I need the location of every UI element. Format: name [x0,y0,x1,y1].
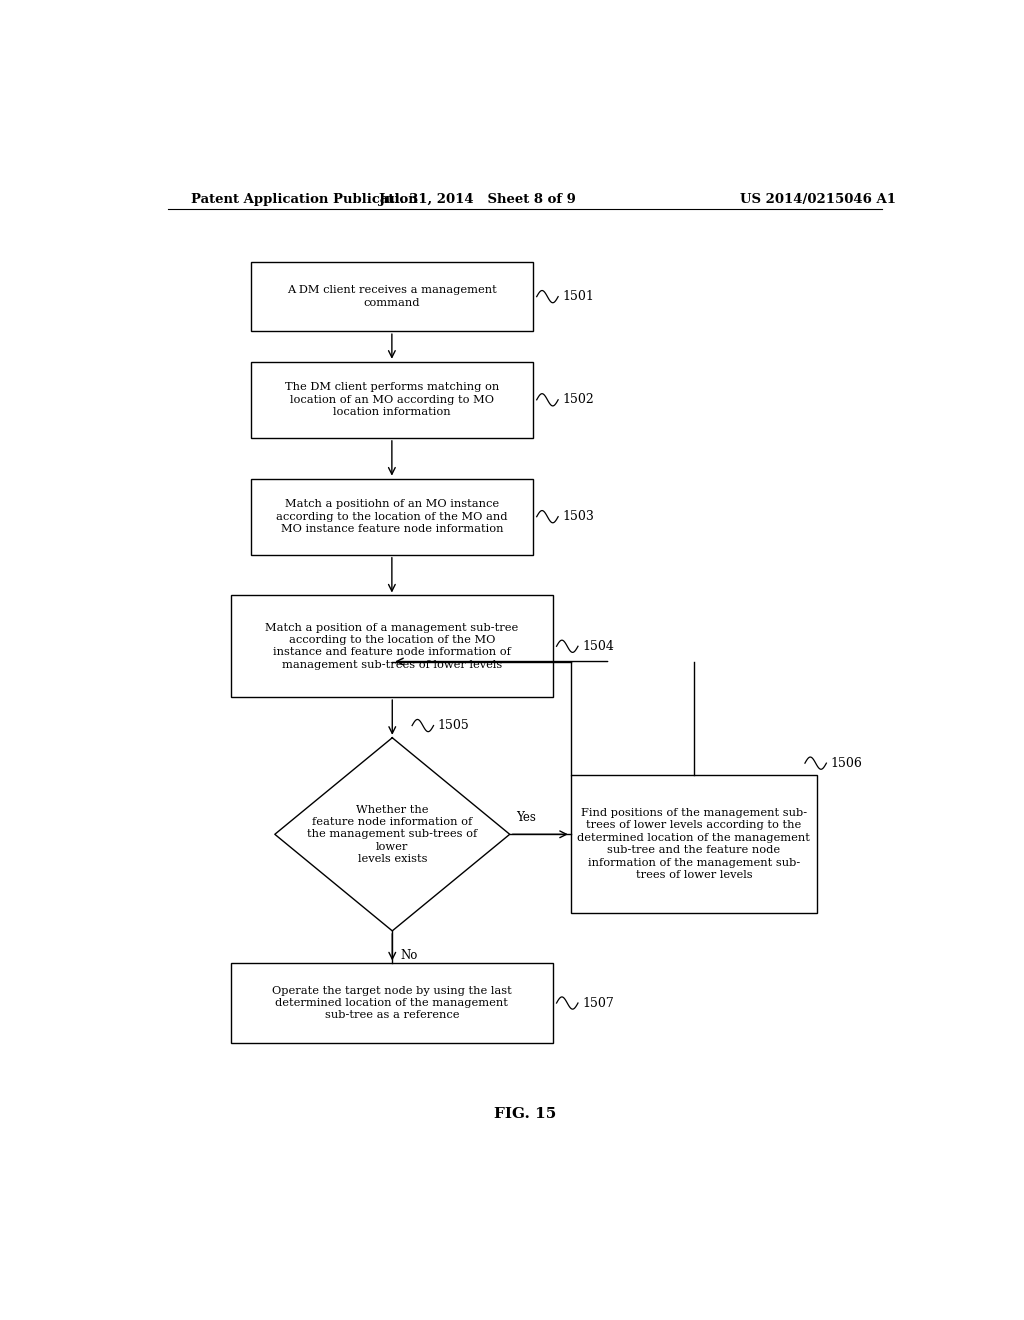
Text: Find positions of the management sub-
trees of lower levels according to the
det: Find positions of the management sub- tr… [578,808,810,880]
Text: Whether the
feature node information of
the management sub-trees of
lower
levels: Whether the feature node information of … [307,804,477,865]
Text: 1501: 1501 [562,290,594,304]
Text: 1507: 1507 [582,997,613,1010]
Text: 1506: 1506 [830,756,862,770]
Text: FIG. 15: FIG. 15 [494,1106,556,1121]
Text: 1504: 1504 [582,640,613,653]
FancyBboxPatch shape [231,595,553,697]
Text: 1503: 1503 [562,511,594,523]
Text: Match a positiohn of an MO instance
according to the location of the MO and
MO i: Match a positiohn of an MO instance acco… [276,499,508,535]
FancyBboxPatch shape [251,263,532,331]
Text: The DM client performs matching on
location of an MO according to MO
location in: The DM client performs matching on locat… [285,383,499,417]
Text: Patent Application Publication: Patent Application Publication [191,193,418,206]
Text: Yes: Yes [516,812,536,824]
Text: Match a position of a management sub-tree
according to the location of the MO
in: Match a position of a management sub-tre… [265,623,518,669]
FancyBboxPatch shape [251,362,532,438]
Text: 1505: 1505 [437,719,469,733]
Text: A DM client receives a management
command: A DM client receives a management comman… [287,285,497,308]
FancyBboxPatch shape [231,964,553,1043]
Text: No: No [400,949,418,962]
FancyBboxPatch shape [251,479,532,554]
Text: 1502: 1502 [562,393,594,407]
Text: US 2014/0215046 A1: US 2014/0215046 A1 [740,193,896,206]
Text: Operate the target node by using the last
determined location of the management
: Operate the target node by using the las… [272,986,512,1020]
FancyBboxPatch shape [570,775,817,912]
Text: Jul. 31, 2014   Sheet 8 of 9: Jul. 31, 2014 Sheet 8 of 9 [379,193,575,206]
